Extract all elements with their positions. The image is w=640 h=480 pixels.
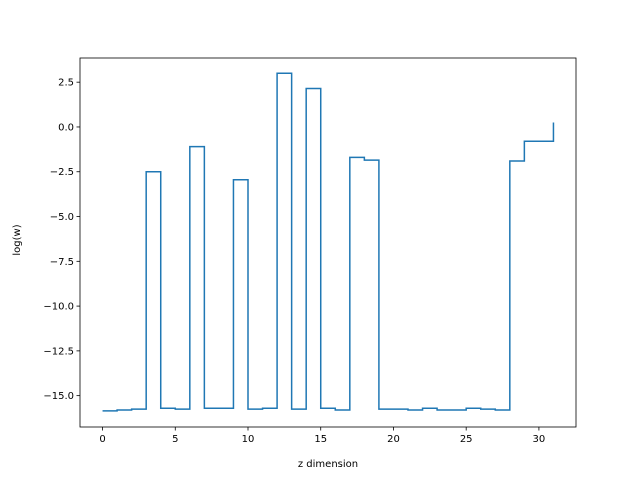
- x-tick-label: 20: [387, 434, 400, 445]
- axes: 0 5 10 15 20 25 30 2.5 0.0 −2.5 −5.0 −7.5 −10.0 −12.5…: [43, 57, 577, 445]
- x-tick-label: 30: [533, 434, 546, 445]
- x-tick-label: 25: [460, 434, 473, 445]
- axes-frame: [79, 57, 577, 428]
- y-tick-label: −10.0: [43, 302, 74, 313]
- x-tick-label: 10: [242, 434, 255, 445]
- series-line-0: [102, 72, 555, 412]
- y-tick-label: 2.5: [58, 78, 74, 89]
- y-tick-label: −5.0: [50, 212, 74, 223]
- plot-area: [102, 72, 555, 412]
- x-tick-label: 5: [172, 434, 178, 445]
- y-tick-label: −7.5: [50, 257, 74, 268]
- y-tick-label: −2.5: [50, 167, 74, 178]
- y-tick-label: −12.5: [43, 346, 74, 357]
- y-tick-label: 0.0: [58, 122, 74, 133]
- x-axis-label: z dimension: [298, 459, 358, 470]
- x-tick-label: 0: [99, 434, 105, 445]
- y-tick-label: −15.0: [43, 391, 74, 402]
- x-tick-label: 15: [314, 434, 327, 445]
- y-axis-label: log(w): [12, 224, 23, 255]
